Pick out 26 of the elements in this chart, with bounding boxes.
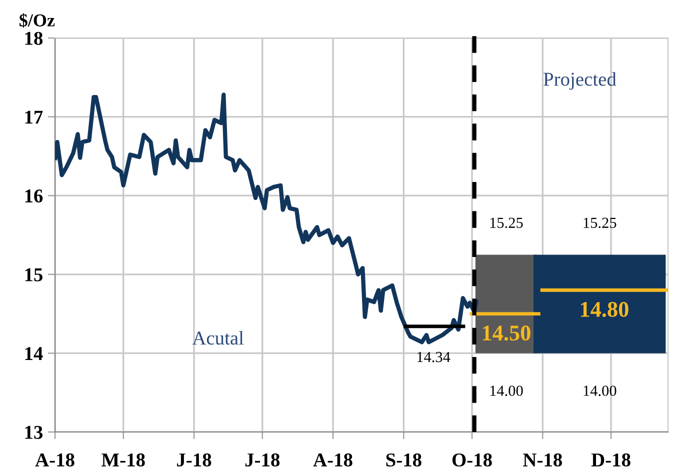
y-tick-label: 18 — [25, 32, 43, 45]
annotation: 14.00 — [490, 386, 523, 396]
x-tick-label: N-18 — [523, 453, 562, 467]
x-tick-label: M-18 — [102, 453, 145, 467]
annotation: 15.25 — [490, 218, 523, 228]
x-tick-label: O-18 — [452, 453, 492, 467]
x-tick-label: J-18 — [177, 453, 212, 467]
annotation: Acutal — [192, 330, 244, 345]
x-tick-label: S-18 — [386, 453, 422, 467]
y-tick-label: 17 — [25, 110, 43, 124]
y-tick-label: 13 — [25, 426, 43, 439]
line-series — [55, 92, 479, 344]
annotation: Projected — [544, 72, 616, 90]
y-tick-label: 15 — [25, 268, 42, 282]
x-tick-label: A-18 — [313, 453, 352, 467]
data-label: 14.50 — [482, 326, 530, 341]
data-label: 14.34 — [417, 352, 450, 362]
x-tick-label: J-18 — [245, 453, 280, 467]
y-axis-title: $/Oz — [20, 13, 55, 28]
y-tick-label: 14 — [25, 347, 43, 360]
annotation: 15.25 — [584, 218, 616, 228]
data-label: 14.80 — [580, 302, 628, 318]
annotation: 14.00 — [584, 386, 616, 396]
y-tick-label: 16 — [25, 189, 43, 203]
x-tick-label: D-18 — [591, 453, 630, 467]
x-tick-label: A-18 — [35, 453, 74, 467]
